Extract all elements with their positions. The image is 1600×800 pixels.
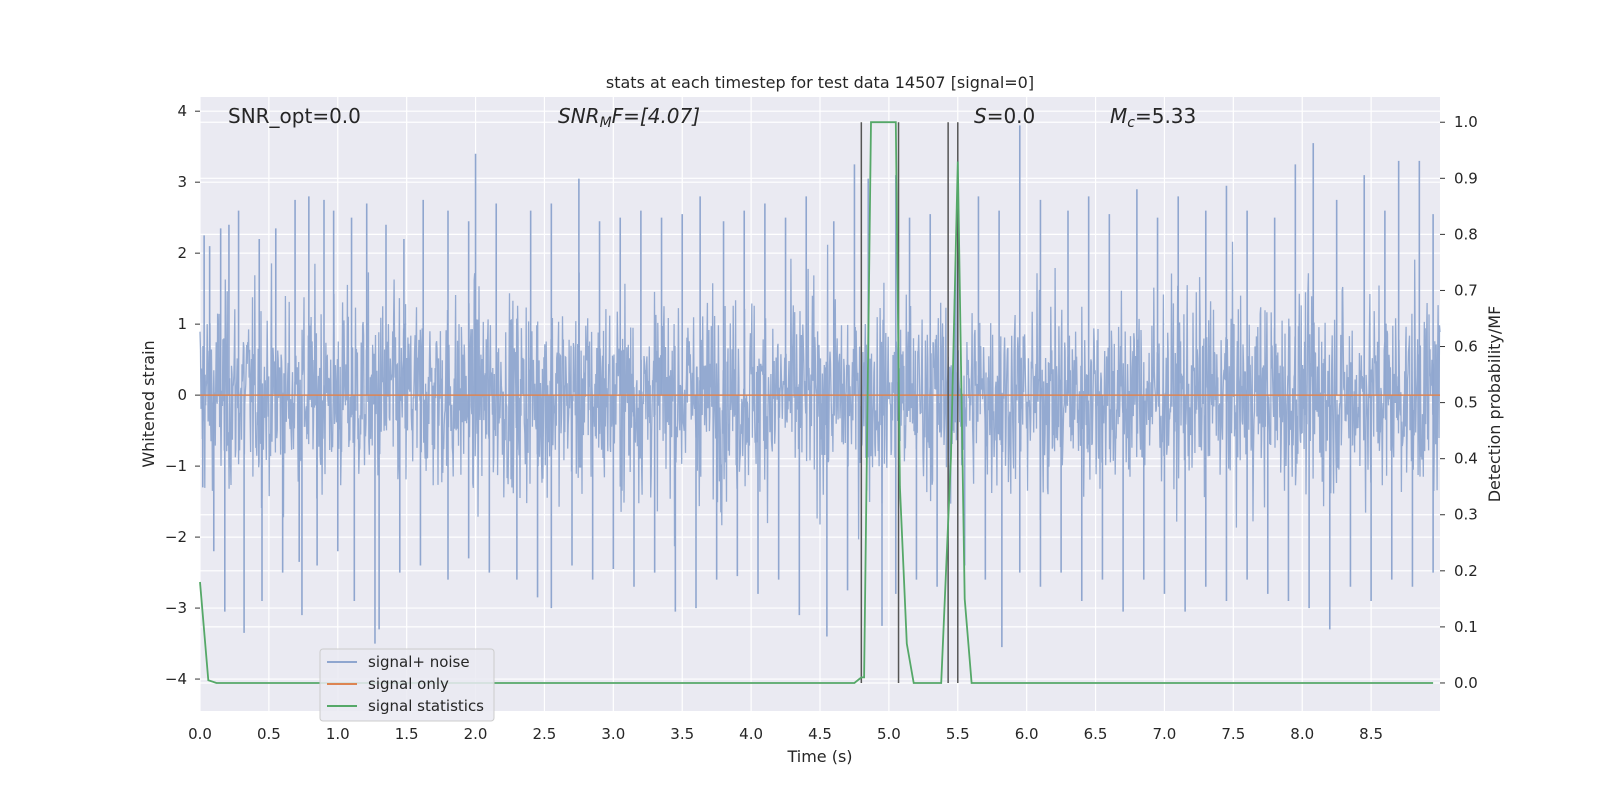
annotation-snr-opt: SNR_opt=0.0 [228,104,361,128]
y-tick-label: 3 [177,173,187,191]
annotation-snr-mf-main: SNR [558,104,600,128]
x-tick-label: 4.5 [808,725,832,743]
data-layer [199,121,1441,684]
y-axis-label: Whitened strain [139,340,158,467]
legend: signal+ noise signal only signal statist… [319,648,495,722]
x-tick-label: 6.0 [1015,725,1039,743]
legend-label-signal-noise: signal+ noise [368,653,470,671]
annotation-snr-mf: SNRMF=[4.07] [558,104,700,131]
x-tick-label: 7.5 [1221,725,1245,743]
x-axis-label: Time (s) [786,747,852,766]
y-right-tick-label: 0.7 [1454,281,1478,299]
x-tick-label: 8.0 [1290,725,1314,743]
y-tick-label: 4 [177,102,187,120]
y-right-tick-label: 0.2 [1454,562,1478,580]
y-tick-label: 2 [177,244,187,262]
x-tick-label: 4.0 [739,725,763,743]
annotation-mc-sub: c [1127,115,1135,131]
legend-box [319,648,495,722]
y-tick-label: −1 [165,457,187,475]
tick-labels: 0.0 0.5 1.0 1.5 2.0 2.5 3.0 3.5 4.0 4.5 5.0 5.5 6.0 6… [165,102,1478,743]
x-tick-label: 1.5 [395,725,419,743]
y-tick-label: −3 [165,599,187,617]
signal-statistics-line [199,121,1434,684]
y-tick-label: 0 [177,386,187,404]
x-tick-label: 0.0 [188,725,212,743]
annotation-mc-main: M [1110,104,1127,128]
y-right-tick-label: 0.3 [1454,506,1478,524]
annotation-mc-rest: =5.33 [1135,104,1196,128]
y-right-tick-label: 0.5 [1454,394,1478,412]
x-tick-label: 8.5 [1359,725,1383,743]
y-right-tick-label: 0.9 [1454,169,1478,187]
annotation-s-italic: S [974,104,987,128]
x-tick-label: 1.0 [326,725,350,743]
chart-title: stats at each timestep for test data 145… [606,73,1034,92]
x-tick-label: 3.5 [670,725,694,743]
x-tick-label: 6.5 [1084,725,1108,743]
annotation-s: S=0.0 [974,104,1035,128]
x-tick-label: 3.0 [601,725,625,743]
x-tick-label: 5.5 [946,725,970,743]
legend-label-signal-only: signal only [368,675,449,693]
y-tick-label: −2 [165,528,187,546]
x-tick-label: 0.5 [257,725,281,743]
y-tick-label: −4 [165,670,187,688]
x-tick-label: 2.0 [464,725,488,743]
y-right-tick-label: 0.4 [1454,450,1478,468]
x-tick-label: 5.0 [877,725,901,743]
noise-trace [199,241,1441,547]
y-right-tick-label: 0.8 [1454,225,1478,243]
y-right-tick-label: 0.0 [1454,674,1478,692]
y-right-tick-label: 0.6 [1454,338,1478,356]
annotation-s-rest: =0.0 [987,104,1036,128]
y-right-tick-label: 1.0 [1454,113,1478,131]
y-tick-label: 1 [177,315,187,333]
annotation-snr-mf-sub: M [600,115,612,131]
x-tick-label: 2.5 [533,725,557,743]
y-right-tick-label: 0.1 [1454,618,1478,636]
annotation-snr-mf-rest: F=[4.07] [612,104,700,128]
annotation-mc: Mc=5.33 [1110,104,1196,131]
legend-label-signal-statistics: signal statistics [368,697,484,715]
x-tick-label: 7.0 [1153,725,1177,743]
y-axis-right-label: Detection probability/MF [1485,306,1504,503]
